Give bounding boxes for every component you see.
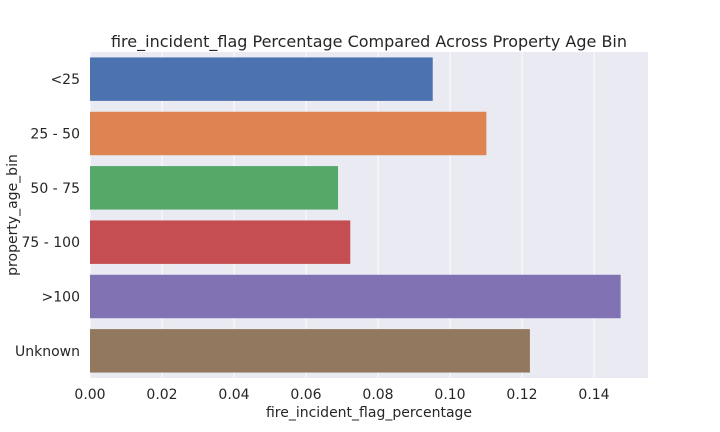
y-tick-label: 75 - 100 xyxy=(22,235,81,251)
x-tick-label: 0.14 xyxy=(578,387,609,403)
x-tick-label: 0.10 xyxy=(434,387,465,403)
x-tick-label: 0.06 xyxy=(290,387,321,403)
bar xyxy=(90,57,433,101)
x-tick-label: 0.08 xyxy=(362,387,393,403)
bars xyxy=(90,57,621,373)
gridlines xyxy=(89,52,595,378)
bar xyxy=(90,274,621,319)
bar xyxy=(90,220,351,264)
y-tick-label: Unknown xyxy=(15,344,80,360)
plot-area xyxy=(90,52,648,378)
chart-title: fire_incident_flag Percentage Compared A… xyxy=(111,32,627,52)
x-tick-label: 0.04 xyxy=(218,387,249,403)
x-axis-label: fire_incident_flag_percentage xyxy=(266,405,472,421)
y-axis-ticks: <25 25 - 50 50 - 75 75 - 100 >100 Unknown xyxy=(15,72,80,360)
bar xyxy=(90,329,530,373)
y-tick-label: 50 - 75 xyxy=(30,181,80,197)
x-tick-label: 0.00 xyxy=(74,387,105,403)
bar xyxy=(90,166,339,210)
y-tick-label: <25 xyxy=(50,72,80,88)
x-tick-label: 0.02 xyxy=(146,387,177,403)
y-tick-label: 25 - 50 xyxy=(30,127,80,143)
x-tick-label: 0.12 xyxy=(506,387,537,403)
bar xyxy=(90,111,487,156)
x-axis-ticks: 0.00 0.02 0.04 0.06 0.08 0.10 0.12 0.14 xyxy=(74,387,609,403)
y-tick-label: >100 xyxy=(42,290,80,306)
y-axis-label: property_age_bin xyxy=(5,154,21,276)
